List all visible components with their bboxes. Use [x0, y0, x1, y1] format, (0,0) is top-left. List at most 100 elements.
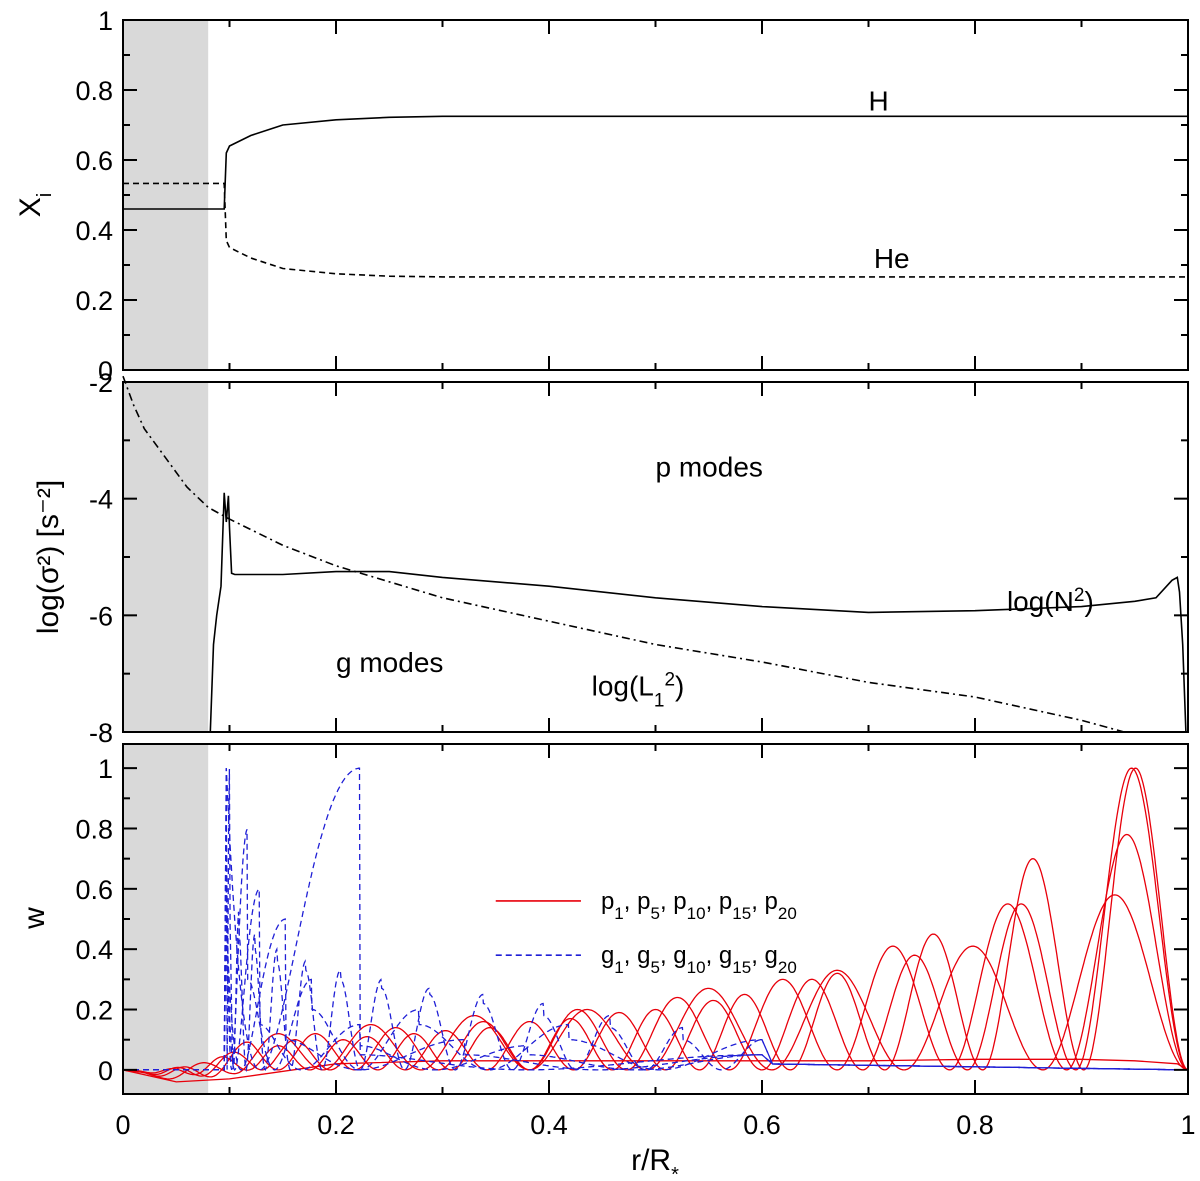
- y-tick-label: 0.6: [75, 146, 113, 176]
- x-tick-label: 0.6: [743, 1110, 781, 1140]
- eigenfunction-line-g₁₅: [123, 887, 1189, 1071]
- annotation: He: [874, 243, 910, 274]
- axes-frame: [122, 19, 1189, 371]
- series-line-He: [123, 182, 1188, 278]
- tick-group: 00.20.40.60.810 0.2 0.4 0.6 0.8 1: [75, 744, 1196, 1140]
- panel-eigenfunctions: 00.20.40.60.810 0.2 0.4 0.6 0.8 1 w r/R* p1, …: [18, 743, 1196, 1181]
- convective-core-shade: [123, 382, 209, 732]
- y-tick-label: 1: [98, 6, 113, 36]
- axes-frame: [122, 743, 1189, 1095]
- annotation: p modes: [656, 452, 763, 483]
- y-tick-label: 0: [98, 1056, 113, 1086]
- y-tick-label: -2: [89, 368, 113, 398]
- axes-frame: [122, 381, 1189, 733]
- convective-core-shade: [123, 744, 209, 1094]
- annotation-close: ): [1084, 586, 1093, 617]
- legend-label-main: g: [673, 942, 686, 969]
- annotation-main: H: [869, 86, 889, 117]
- legend-sep: ,: [624, 888, 637, 915]
- legend-label-main: p: [673, 888, 686, 915]
- annotation: log(L12): [592, 669, 685, 711]
- y-tick-label: 0: [98, 356, 113, 386]
- eigenfunction-line-g₁₀: [123, 828, 1189, 1071]
- legend-label-main: p: [601, 888, 614, 915]
- y-tick-label: 1: [98, 754, 113, 784]
- x-axis-title: r/R*: [631, 1144, 679, 1181]
- y-axis-title: Xi: [14, 193, 56, 217]
- y-axis-title: w: [18, 907, 51, 930]
- annotation-close: ): [675, 670, 684, 701]
- x-tick-label: 1: [1180, 1110, 1195, 1140]
- panel-frequencies: -8 -6 -4 -2 log(σ²) [s⁻²] p modes g modes log…: [32, 368, 1189, 748]
- y-tick-label: 0.8: [75, 76, 113, 106]
- legend-label-sub: 20: [778, 903, 797, 922]
- annotation-sub: 1: [654, 690, 665, 711]
- legend-label-sub: 1: [614, 958, 623, 977]
- series-line-log(N²): [209, 492, 1187, 733]
- legend-label-sub: 5: [650, 958, 659, 977]
- legend-sep: ,: [624, 942, 637, 969]
- legend-label-main: p: [765, 888, 778, 915]
- y-tick-label: -4: [89, 485, 113, 515]
- annotation-main: log(N: [1007, 586, 1074, 617]
- y-tick-label: -8: [89, 718, 113, 748]
- annotation-sup: 2: [664, 669, 675, 690]
- legend-sep: ,: [660, 942, 673, 969]
- legend-label-sub: 10: [687, 903, 706, 922]
- x-tick-label: 0.4: [530, 1110, 568, 1140]
- legend-sep: ,: [706, 888, 719, 915]
- annotation-main: log(L: [592, 670, 654, 701]
- legend-label-sub: 20: [778, 958, 797, 977]
- y-tick-label: -6: [89, 601, 113, 631]
- legend-label: p1, p5, p10, p15, p20: [601, 888, 797, 923]
- y-tick-label: 0.6: [75, 875, 113, 905]
- series-group: [123, 115, 1188, 278]
- legend-label-main: p: [719, 888, 732, 915]
- y-tick-label: 0.4: [75, 216, 113, 246]
- legend-sep: ,: [751, 942, 764, 969]
- legend-label-sub: 10: [687, 958, 706, 977]
- y-tick-label: 0.2: [75, 286, 113, 316]
- eigenfunction-line-p₁₅: [122, 767, 1189, 1077]
- legend-label-sub: 1: [614, 903, 623, 922]
- series-group: [122, 767, 1189, 1083]
- y-tick-label: 0.8: [75, 814, 113, 844]
- legend-sep: ,: [751, 888, 764, 915]
- legend-sep: ,: [706, 942, 719, 969]
- legend-label-sub: 15: [732, 958, 751, 977]
- x-tick-label: 0.8: [956, 1110, 994, 1140]
- annotation-main: p modes: [656, 452, 763, 483]
- legend-label-main: g: [719, 942, 732, 969]
- y-tick-label: 0.4: [75, 935, 113, 965]
- eigenfunction-line-g₅: [123, 768, 1189, 1073]
- annotation-main: g modes: [336, 647, 443, 678]
- series-line-H: [123, 115, 1188, 210]
- legend-sep: ,: [660, 888, 673, 915]
- legend-label-main: g: [765, 942, 778, 969]
- legend-label-main: p: [637, 888, 650, 915]
- series-group: [122, 375, 1187, 733]
- tick-group: 0 0.2 0.4 0.6 0.8 1: [75, 6, 1189, 386]
- tick-group: -8 -6 -4 -2: [89, 368, 1189, 748]
- eigenfunction-line-g₂₀: [123, 918, 1189, 1071]
- legend-label-sub: 5: [650, 903, 659, 922]
- legend-label-main: g: [601, 942, 614, 969]
- annotation-sup: 2: [1074, 584, 1085, 605]
- x-tick-label: 0.2: [317, 1110, 355, 1140]
- annotation-group: H He: [869, 86, 910, 275]
- y-axis-title-sub: i: [34, 193, 56, 197]
- annotation: log(N2): [1007, 584, 1094, 617]
- legend-label: g1, g5, g10, g15, g20: [601, 942, 797, 977]
- x-tick-label: 0: [115, 1110, 130, 1140]
- legend-label-sub: 15: [732, 903, 751, 922]
- convective-core-shade: [123, 20, 209, 370]
- y-axis-title: log(σ²) [s⁻²]: [32, 480, 65, 634]
- eigenfunction-line-g₁: [123, 767, 1189, 1071]
- eigenfunction-line-p₁₀: [122, 833, 1189, 1078]
- legend-label-main: g: [637, 942, 650, 969]
- x-axis-title-main: r/R: [631, 1144, 671, 1177]
- annotation: H: [869, 86, 889, 117]
